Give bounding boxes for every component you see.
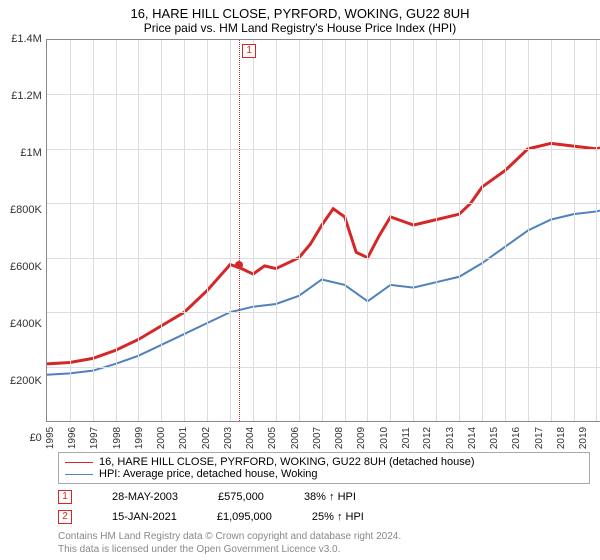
gridline-vertical xyxy=(528,40,529,421)
gridline-vertical xyxy=(207,40,208,421)
gridline-vertical xyxy=(70,40,71,421)
x-tick-label: 2012 xyxy=(422,427,446,449)
x-tick-label: 2010 xyxy=(379,427,403,449)
gridline-vertical xyxy=(116,40,117,421)
gridline-horizontal xyxy=(47,258,600,259)
sale-price: £575,000 xyxy=(218,491,264,503)
legend-label: HPI: Average price, detached house, Woki… xyxy=(99,468,318,480)
x-tick-label: 2000 xyxy=(156,427,180,449)
x-tick-label: 2019 xyxy=(578,427,600,449)
x-tick-label: 2006 xyxy=(290,427,314,449)
x-tick-label: 2013 xyxy=(445,427,469,449)
sale-marker-badge: 1 xyxy=(242,44,256,58)
series-line xyxy=(47,81,600,364)
gridline-horizontal xyxy=(47,367,600,368)
gridline-vertical xyxy=(184,40,185,421)
gridline-horizontal xyxy=(47,312,600,313)
gridline-vertical xyxy=(551,40,552,421)
gridline-vertical xyxy=(161,40,162,421)
gridline-vertical xyxy=(505,40,506,421)
legend: 16, HARE HILL CLOSE, PYRFORD, WOKING, GU… xyxy=(58,452,590,484)
sale-record-badge: 1 xyxy=(58,490,72,504)
gridline-horizontal xyxy=(47,94,600,95)
gridline-vertical xyxy=(138,40,139,421)
sale-marker-dot xyxy=(235,261,243,269)
x-tick-label: 2009 xyxy=(356,427,380,449)
sale-record-row: 2 15-JAN-2021 £1,095,000 25% ↑ HPI xyxy=(58,510,590,524)
gridline-vertical xyxy=(345,40,346,421)
chart-title: 16, HARE HILL CLOSE, PYRFORD, WOKING, GU… xyxy=(10,6,590,21)
legend-label: 16, HARE HILL CLOSE, PYRFORD, WOKING, GU… xyxy=(99,456,475,468)
x-tick-label: 2005 xyxy=(267,427,291,449)
attribution-line: This data is licensed under the Open Gov… xyxy=(58,543,590,556)
gridline-vertical xyxy=(276,40,277,421)
chart-area: £1.4M£1.2M£1M£800K£600K£400K£200K£0 12 1… xyxy=(10,39,590,450)
sale-delta: 38% ↑ HPI xyxy=(304,491,356,503)
legend-swatch xyxy=(65,462,93,463)
x-tick-label: 2017 xyxy=(534,427,558,449)
x-tick-label: 2018 xyxy=(556,427,580,449)
gridline-vertical xyxy=(482,40,483,421)
sale-record-badge: 2 xyxy=(58,510,72,524)
x-tick-label: 2007 xyxy=(312,427,336,449)
gridline-vertical xyxy=(574,40,575,421)
x-tick-label: 2001 xyxy=(178,427,202,449)
gridline-horizontal xyxy=(47,203,600,204)
sale-marker-line xyxy=(239,40,240,421)
gridline-vertical xyxy=(253,40,254,421)
gridline-vertical xyxy=(459,40,460,421)
gridline-vertical xyxy=(596,40,597,421)
x-tick-label: 2003 xyxy=(223,427,247,449)
sale-date: 28-MAY-2003 xyxy=(112,491,178,503)
sale-record-row: 1 28-MAY-2003 £575,000 38% ↑ HPI xyxy=(58,490,590,504)
x-tick-label: 2008 xyxy=(334,427,358,449)
legend-item: HPI: Average price, detached house, Woki… xyxy=(65,468,583,480)
x-tick-label: 2016 xyxy=(511,427,535,449)
gridline-vertical xyxy=(93,40,94,421)
attribution: Contains HM Land Registry data © Crown c… xyxy=(58,530,590,556)
x-tick-label: 2002 xyxy=(201,427,225,449)
gridline-vertical xyxy=(230,40,231,421)
attribution-line: Contains HM Land Registry data © Crown c… xyxy=(58,530,590,543)
y-axis: £1.4M£1.2M£1M£800K£600K£400K£200K£0 xyxy=(10,39,46,450)
gridline-vertical xyxy=(413,40,414,421)
gridline-horizontal xyxy=(47,149,600,150)
x-tick-label: 1995 xyxy=(45,427,69,449)
sale-records: 1 28-MAY-2003 £575,000 38% ↑ HPI 2 15-JAN-202… xyxy=(10,484,590,524)
x-tick-label: 2011 xyxy=(401,427,425,449)
gridline-vertical xyxy=(299,40,300,421)
line-svg xyxy=(47,40,600,421)
gridline-vertical xyxy=(322,40,323,421)
x-tick-label: 1996 xyxy=(67,427,91,449)
plot-zone: 12 1995199619971998199920002001200220032… xyxy=(46,39,600,450)
sale-delta: 25% ↑ HPI xyxy=(312,511,364,523)
x-tick-label: 2015 xyxy=(489,427,513,449)
sale-price: £1,095,000 xyxy=(217,511,272,523)
gridline-vertical xyxy=(390,40,391,421)
x-tick-label: 1998 xyxy=(112,427,136,449)
chart-subtitle: Price paid vs. HM Land Registry's House … xyxy=(10,21,590,35)
plot: 12 xyxy=(46,39,600,422)
gridline-vertical xyxy=(367,40,368,421)
x-tick-label: 1999 xyxy=(134,427,158,449)
gridline-vertical xyxy=(436,40,437,421)
chart-container: 16, HARE HILL CLOSE, PYRFORD, WOKING, GU… xyxy=(0,0,600,560)
legend-item: 16, HARE HILL CLOSE, PYRFORD, WOKING, GU… xyxy=(65,456,583,468)
x-axis: 1995199619971998199920002001200220032004… xyxy=(46,422,600,450)
x-tick-label: 1997 xyxy=(89,427,113,449)
legend-swatch xyxy=(65,474,93,475)
sale-date: 15-JAN-2021 xyxy=(112,511,177,523)
x-tick-label: 2004 xyxy=(245,427,269,449)
x-tick-label: 2014 xyxy=(467,427,491,449)
